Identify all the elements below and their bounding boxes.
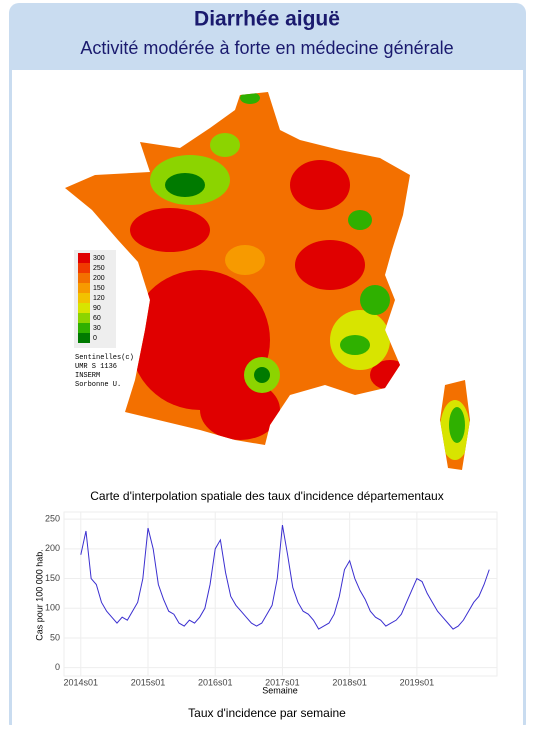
credit: UMR S 1136 <box>75 363 117 371</box>
subtitle: Activité modérée à forte en médecine gén… <box>80 38 453 58</box>
line <box>80 524 490 630</box>
y-tick-label: 200 <box>45 543 60 553</box>
legend-swatch <box>78 323 90 333</box>
legend-swatch <box>78 333 90 343</box>
legend-swatch <box>78 263 90 273</box>
x-tick-label: 2019s01 <box>400 677 435 687</box>
legend-label: 60 <box>93 315 101 322</box>
legend-label: 90 <box>93 305 101 312</box>
legend-label: 120 <box>93 295 105 302</box>
y-tick-label: 250 <box>45 514 60 524</box>
y-axis-label: Cas pour 100 000 hab. <box>34 549 44 641</box>
y-tick-label: 50 <box>50 632 60 642</box>
chart-caption: Taux d'incidence par semaine <box>188 706 346 720</box>
title: Diarrhée aiguë <box>194 8 340 31</box>
legend-label: 200 <box>93 275 105 282</box>
y-tick-label: 0 <box>55 662 60 672</box>
x-tick-label: 2014s01 <box>64 677 99 687</box>
legend-swatch <box>78 283 90 293</box>
legend-swatch <box>78 253 90 263</box>
plot-area <box>63 511 498 677</box>
legend-label: 30 <box>93 325 101 332</box>
legend-swatch <box>78 303 90 313</box>
x-tick-label: 2018s01 <box>332 677 367 687</box>
map-caption: Carte d'interpolation spatiale des taux … <box>90 489 443 503</box>
y-tick-label: 100 <box>45 603 60 613</box>
legend-swatch <box>78 313 90 323</box>
x-tick-label: 2015s01 <box>131 677 166 687</box>
x-tick-label: 2016s01 <box>198 677 233 687</box>
credit: Sorbonne U. <box>75 381 121 389</box>
x-tick-label: 2017s01 <box>265 677 300 687</box>
legend-swatch <box>78 293 90 303</box>
y-tick-label: 150 <box>45 573 60 583</box>
legend-label: 150 <box>93 285 105 292</box>
credit: INSERM <box>75 372 100 380</box>
x-axis-label: Semaine <box>262 685 298 695</box>
legend-swatch <box>78 273 90 283</box>
legend-label: 300 <box>93 255 105 262</box>
credit: Sentinelles(c) <box>75 354 134 362</box>
legend-label: 250 <box>93 265 105 272</box>
legend-label: 0 <box>93 335 97 342</box>
